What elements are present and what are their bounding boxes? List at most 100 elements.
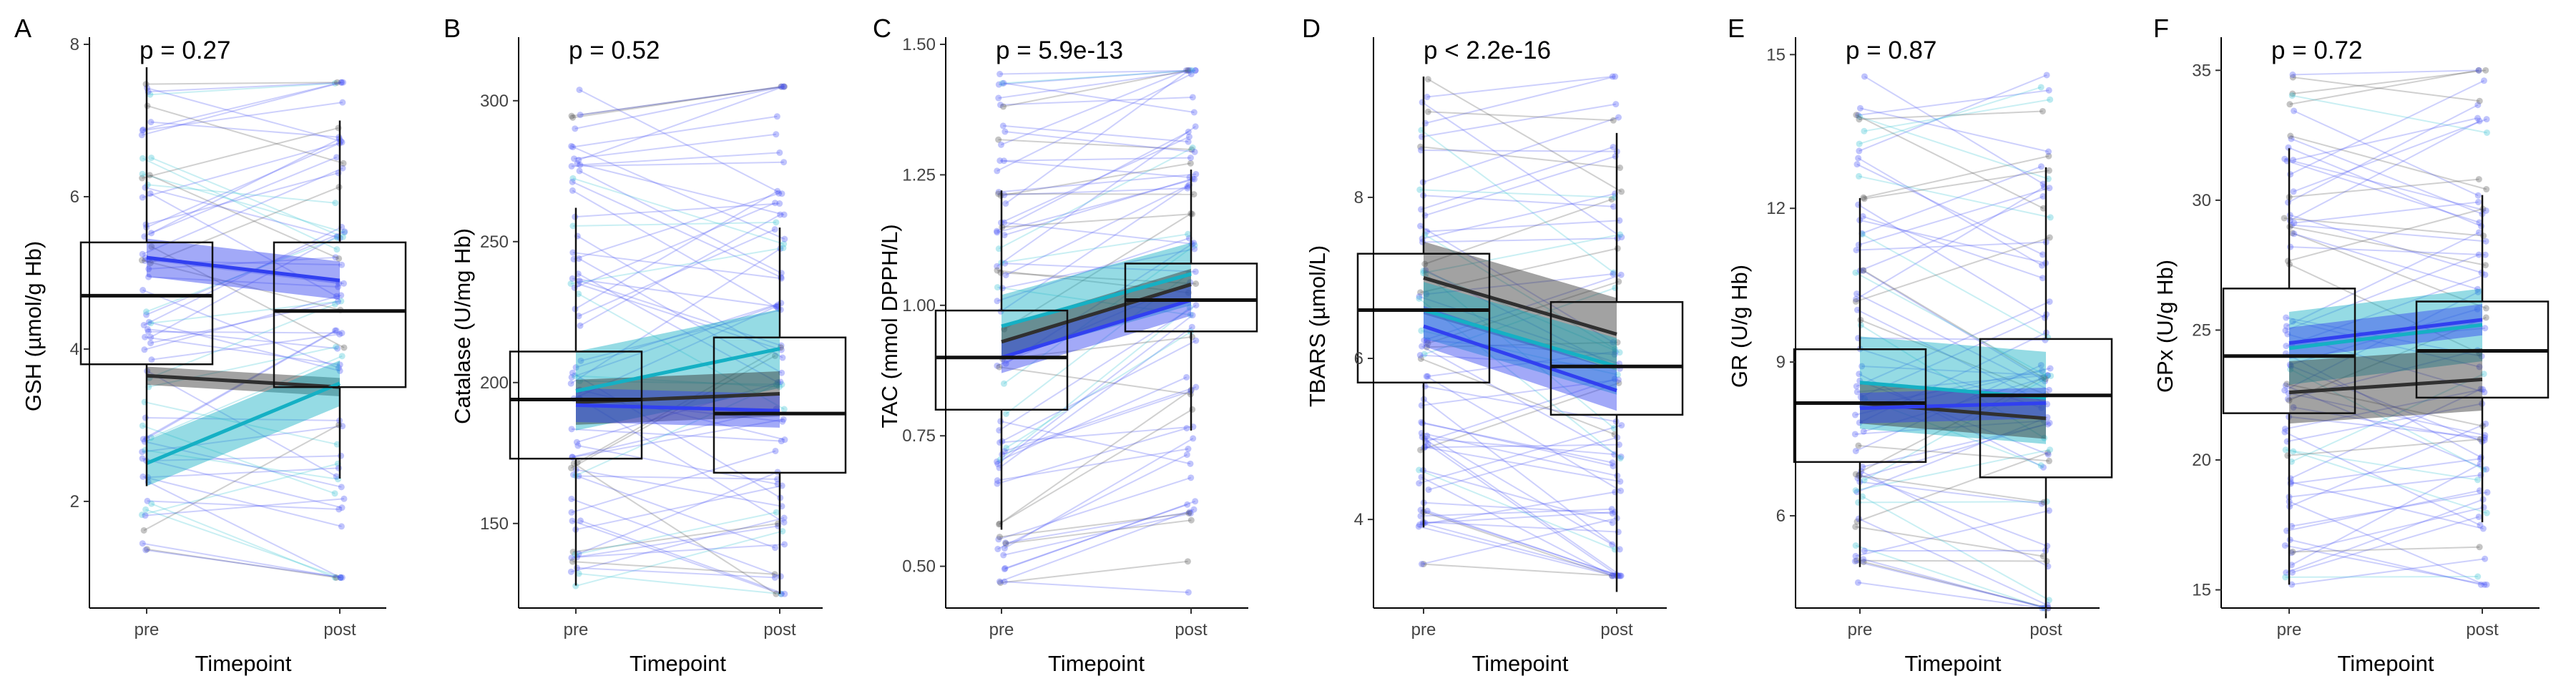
subject-line [142,102,343,132]
subject-point [1858,363,1866,370]
subject-point [1002,272,1009,279]
p-value-label: p = 5.9e-13 [996,36,1123,64]
subject-point [1617,478,1624,485]
subject-point [1185,230,1192,237]
subject-line [1424,444,1620,449]
subject-point [2286,397,2293,404]
subject-point [1001,578,1008,585]
subject-line [999,366,1191,396]
subject-point [332,200,339,207]
subject-point [339,233,346,240]
subject-line [145,172,339,225]
subject-line [1859,116,2049,180]
subject-point [773,590,780,597]
subject-point [336,506,343,513]
subject-point [2042,378,2049,385]
subject-point [995,94,1002,102]
subject-line [1005,184,1190,276]
subject-point [2476,97,2483,104]
subject-point [336,367,343,374]
x-axis-title: Timepoint [1048,651,1145,676]
subject-point [2284,330,2291,338]
subject-line [996,131,1189,232]
subject-point [2475,176,2482,183]
subject-point [147,260,154,267]
subject-point [994,263,1001,270]
subject-point [773,219,780,226]
subject-point [1001,448,1008,455]
subject-line [146,142,340,228]
subject-point [1618,422,1625,429]
subject-point [1860,267,1867,274]
subject-point [1188,323,1195,330]
subject-point [2475,251,2482,258]
trend-line-group-blue [1423,324,1617,393]
subject-point [1002,360,1009,367]
subject-line [2291,481,2484,530]
subject-point [994,267,1001,274]
subject-point [2289,90,2296,97]
subject-line [574,202,780,218]
subject-point [1192,498,1199,505]
subject-point [143,546,150,553]
subject-point [1861,476,1868,484]
subject-line [1425,76,1615,124]
subject-point [145,273,152,280]
subject-line [577,445,778,485]
subject-line [998,389,1192,525]
subject-point [333,233,341,240]
subject-point [2047,372,2055,379]
subject-point [2483,509,2490,516]
subject-line [1004,157,1191,162]
subject-line [2290,388,2482,479]
subject-line [142,425,343,453]
subject-line [142,542,341,579]
subject-point [139,540,146,547]
subject-point [1853,161,1861,168]
subject-point [569,517,576,524]
subject-point [994,229,1001,236]
subject-line [1422,117,1619,183]
subject-line [1420,358,1615,436]
subject-point [577,357,584,364]
subject-point [781,541,788,548]
subject-line [1419,469,1615,551]
subject-line [1005,511,1190,544]
subject-line [145,449,338,480]
subject-point [568,509,575,516]
subject-point [2287,171,2294,178]
subject-line [1000,96,1193,106]
subject-point [1424,94,1431,101]
subject-point [2042,376,2049,383]
subject-point [1856,104,1864,112]
subject-line [1002,336,1192,360]
subject-point [1612,153,1619,160]
subject-point [2290,157,2297,164]
subject-point [2481,581,2488,588]
subject-point [144,497,151,504]
subject-line [148,256,336,270]
subject-line [575,383,777,476]
subject-line [149,321,341,372]
subject-point [2480,371,2487,378]
subject-line [1861,165,2042,235]
subject-line [146,230,346,315]
subject-point [773,113,780,120]
subject-point [1852,298,1859,305]
subject-point [139,170,146,177]
subject-point [1424,108,1431,115]
subject-point [2281,215,2288,222]
subject-point [1852,269,1859,276]
subject-point [1417,512,1424,519]
subject-point [1610,463,1617,470]
subject-line [577,381,781,444]
subject-line [577,162,785,216]
subject-point [995,245,1002,253]
subject-point [140,526,147,534]
subject-line [997,454,1187,550]
subject-line [142,259,341,311]
subject-line [1860,107,2049,152]
panel-letter: F [2153,14,2169,43]
subject-line [1426,273,1613,295]
subject-point [2483,581,2490,588]
